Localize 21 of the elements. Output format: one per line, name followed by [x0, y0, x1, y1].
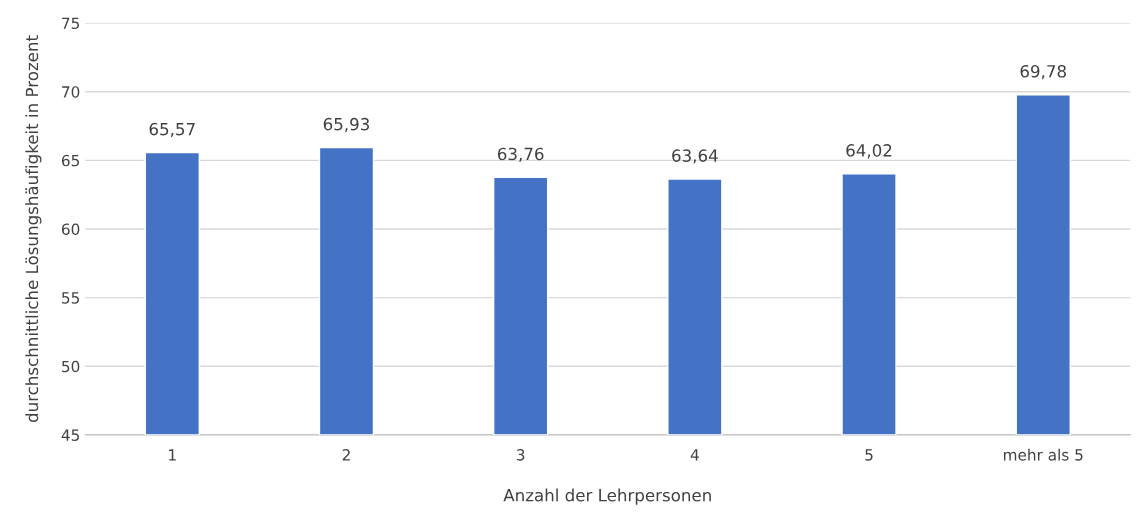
data-label: 63,76	[497, 147, 544, 162]
y-axis-title: durchschnittliche Lösungshäufigkeit in Prozent	[25, 35, 42, 423]
x-tick-label: 1	[169, 449, 176, 461]
y-tick-label: 55	[62, 292, 79, 304]
data-label: 64,02	[846, 144, 892, 159]
y-tick-label: 65	[61, 154, 79, 167]
data-label: 63,64	[672, 149, 718, 164]
x-axis-title: Anzahl der Lehrpersonen	[503, 488, 711, 505]
x-tick-label: 4	[690, 449, 699, 461]
y-tick-label: 50	[62, 360, 80, 373]
x-tick-label: 2	[342, 449, 350, 461]
data-label: 65,93	[323, 117, 369, 133]
y-tick-label: 75	[62, 17, 79, 30]
y-tick-label: 45	[61, 429, 79, 441]
data-label: 69,78	[1020, 65, 1066, 80]
data-label: 65,57	[149, 122, 195, 138]
x-tick-label: 5	[865, 449, 873, 461]
x-tick-label: 3	[516, 449, 525, 461]
y-tick-label: 60	[61, 223, 80, 236]
x-tick-label: mehr als 5	[1003, 448, 1083, 461]
y-tick-label: 70	[62, 86, 80, 98]
